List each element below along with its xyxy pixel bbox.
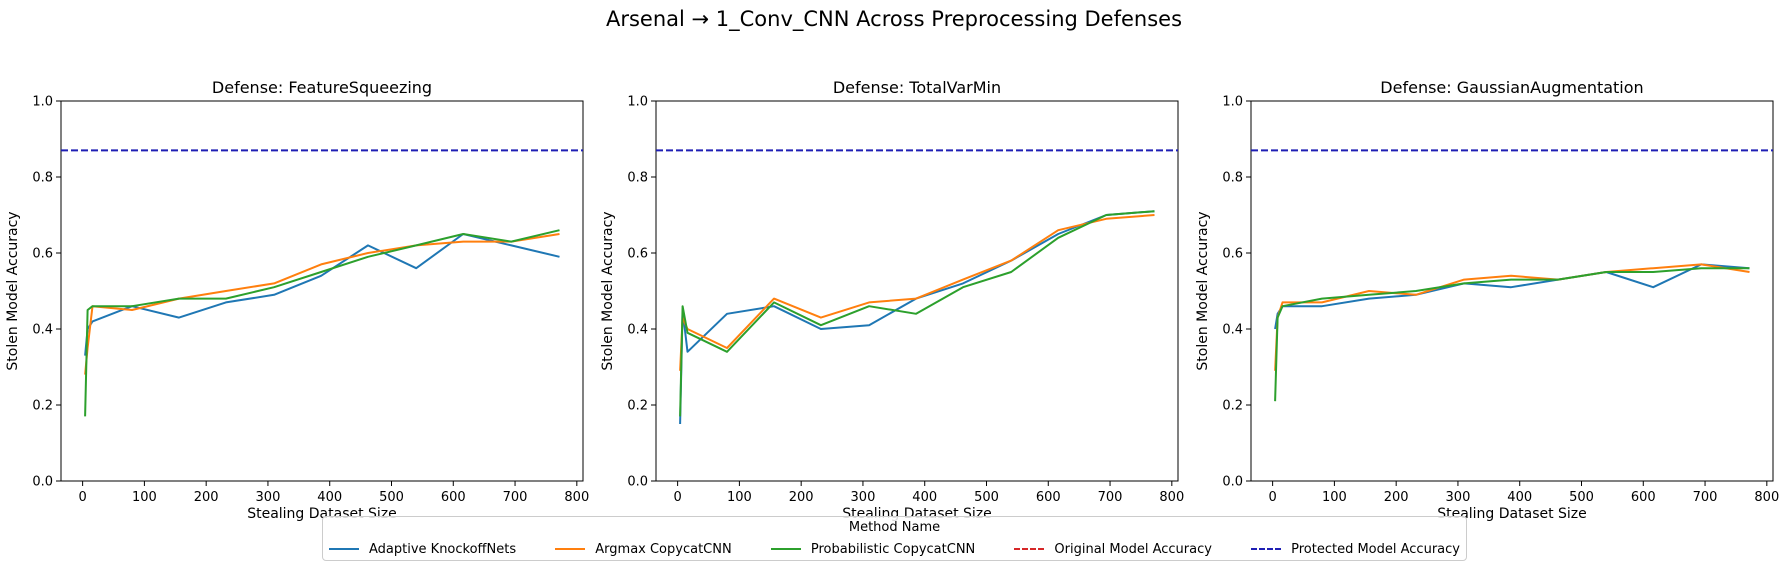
legend-swatch xyxy=(1251,548,1282,550)
series-line-argmax-copycatcnn xyxy=(84,233,560,375)
y-tick-label: 0.8 xyxy=(627,171,648,186)
series-line-probabilistic-copycatcnn xyxy=(1274,267,1750,402)
series-line-argmax-copycatcnn xyxy=(679,214,1155,371)
x-tick-label: 200 xyxy=(1384,490,1409,505)
y-tick-label: 0.6 xyxy=(627,247,648,262)
y-tick-label: 0.0 xyxy=(627,475,648,490)
y-tick-label: 0.4 xyxy=(627,323,648,338)
x-tick-label: 500 xyxy=(1569,490,1594,505)
y-tick-label: 0.2 xyxy=(32,399,53,414)
panel-title: Defense: FeatureSqueezing xyxy=(212,78,432,97)
legend-item-original-model-accuracy: Original Model Accuracy xyxy=(1014,542,1212,557)
x-tick-label: 700 xyxy=(1693,490,1718,505)
x-tick-label: 300 xyxy=(256,490,281,505)
y-tick-label: 1.0 xyxy=(32,95,53,110)
x-tick-label: 600 xyxy=(1036,490,1061,505)
series-line-argmax-copycatcnn xyxy=(1274,263,1750,371)
x-tick-label: 800 xyxy=(1159,490,1184,505)
axes-frame xyxy=(1250,100,1774,482)
x-tick-label: 300 xyxy=(851,490,876,505)
x-tick-label: 200 xyxy=(789,490,814,505)
y-tick-label: 0.4 xyxy=(32,323,53,338)
chart-panel-1: Defense: FeatureSqueezing 0 100 200 300 400 50… xyxy=(5,78,589,522)
legend-label: Argmax CopycatCNN xyxy=(595,541,732,557)
series-line-probabilistic-copycatcnn xyxy=(84,229,560,417)
x-tick-label: 200 xyxy=(194,490,219,505)
x-tick-label: 800 xyxy=(1754,490,1779,505)
legend-swatch xyxy=(329,548,359,550)
legend-swatch xyxy=(1014,548,1045,550)
series-line-adaptive-knockoffnets xyxy=(84,233,560,356)
y-tick-label: 0.0 xyxy=(1222,475,1243,490)
panel-title: Defense: GaussianAugmentation xyxy=(1380,78,1643,97)
legend-label: Adaptive KnockoffNets xyxy=(369,541,517,557)
x-tick-label: 800 xyxy=(564,490,589,505)
legend-label: Probabilistic CopycatCNN xyxy=(810,541,976,557)
x-tick-label: 600 xyxy=(1631,490,1656,505)
x-tick-label: 400 xyxy=(912,490,937,505)
x-tick-label: 400 xyxy=(1507,490,1532,505)
figure-suptitle: Arsenal → 1_Conv_CNN Across Preprocessin… xyxy=(606,7,1182,32)
y-tick-label: 1.0 xyxy=(1222,95,1243,110)
x-tick-label: 300 xyxy=(1446,490,1471,505)
legend: Method Name Adaptive KnockoffNets Argmax… xyxy=(322,516,1467,561)
legend-label: Protected Model Accuracy xyxy=(1291,541,1460,557)
x-tick-label: 0 xyxy=(78,490,86,505)
y-tick-label: 0.0 xyxy=(32,475,53,490)
legend-item-probabilistic-copycatcnn: Probabilistic CopycatCNN xyxy=(770,541,976,557)
y-axis-label: Stolen Model Accuracy xyxy=(1195,211,1211,370)
x-tick-label: 700 xyxy=(503,490,528,505)
legend-item-adaptive-knockoffnets: Adaptive KnockoffNets xyxy=(329,542,516,557)
chart-panel-3: Defense: GaussianAugmentation 0 100 200 300 4… xyxy=(1195,78,1779,522)
x-tick-label: 500 xyxy=(974,490,999,505)
panel-title: Defense: TotalVarMin xyxy=(833,78,1001,97)
y-axis-label: Stolen Model Accuracy xyxy=(600,211,616,370)
x-tick-label: 600 xyxy=(441,490,466,505)
x-axis-label: Stealing Dataset Size xyxy=(1437,506,1587,522)
y-tick-label: 0.2 xyxy=(1222,399,1243,414)
legend-item-protected-model-accuracy: Protected Model Accuracy xyxy=(1251,542,1460,557)
axes-frame xyxy=(60,100,584,482)
series-line-adaptive-knockoffnets xyxy=(679,210,1155,425)
y-tick-label: 0.6 xyxy=(32,247,53,262)
x-tick-label: 100 xyxy=(727,490,752,505)
x-tick-label: 0 xyxy=(1268,490,1276,505)
x-tick-label: 0 xyxy=(673,490,681,505)
y-axis-label: Stolen Model Accuracy xyxy=(5,211,21,370)
legend-swatch xyxy=(770,548,801,550)
x-tick-label: 100 xyxy=(1322,490,1347,505)
y-tick-label: 0.6 xyxy=(1222,247,1243,262)
y-tick-label: 0.8 xyxy=(32,171,53,186)
legend-label: Original Model Accuracy xyxy=(1054,541,1212,557)
y-tick-label: 0.2 xyxy=(627,399,648,414)
y-tick-label: 0.8 xyxy=(1222,171,1243,186)
y-tick-label: 0.4 xyxy=(1222,323,1243,338)
legend-item-argmax-copycatcnn: Argmax CopycatCNN xyxy=(555,541,732,557)
chart-panel-2: Defense: TotalVarMin 0 100 200 300 400 500 600 7… xyxy=(600,78,1184,522)
axes-frame xyxy=(655,100,1179,482)
x-tick-label: 700 xyxy=(1098,490,1123,505)
x-tick-label: 500 xyxy=(379,490,404,505)
legend-swatch xyxy=(555,548,586,550)
y-tick-label: 1.0 xyxy=(627,95,648,110)
x-tick-label: 400 xyxy=(317,490,342,505)
series-line-probabilistic-copycatcnn xyxy=(679,210,1155,417)
legend-title: Method Name xyxy=(848,520,941,535)
x-tick-label: 100 xyxy=(132,490,157,505)
chart-panels: Defense: FeatureSqueezing 0 100 200 300 400 50… xyxy=(5,78,1779,522)
